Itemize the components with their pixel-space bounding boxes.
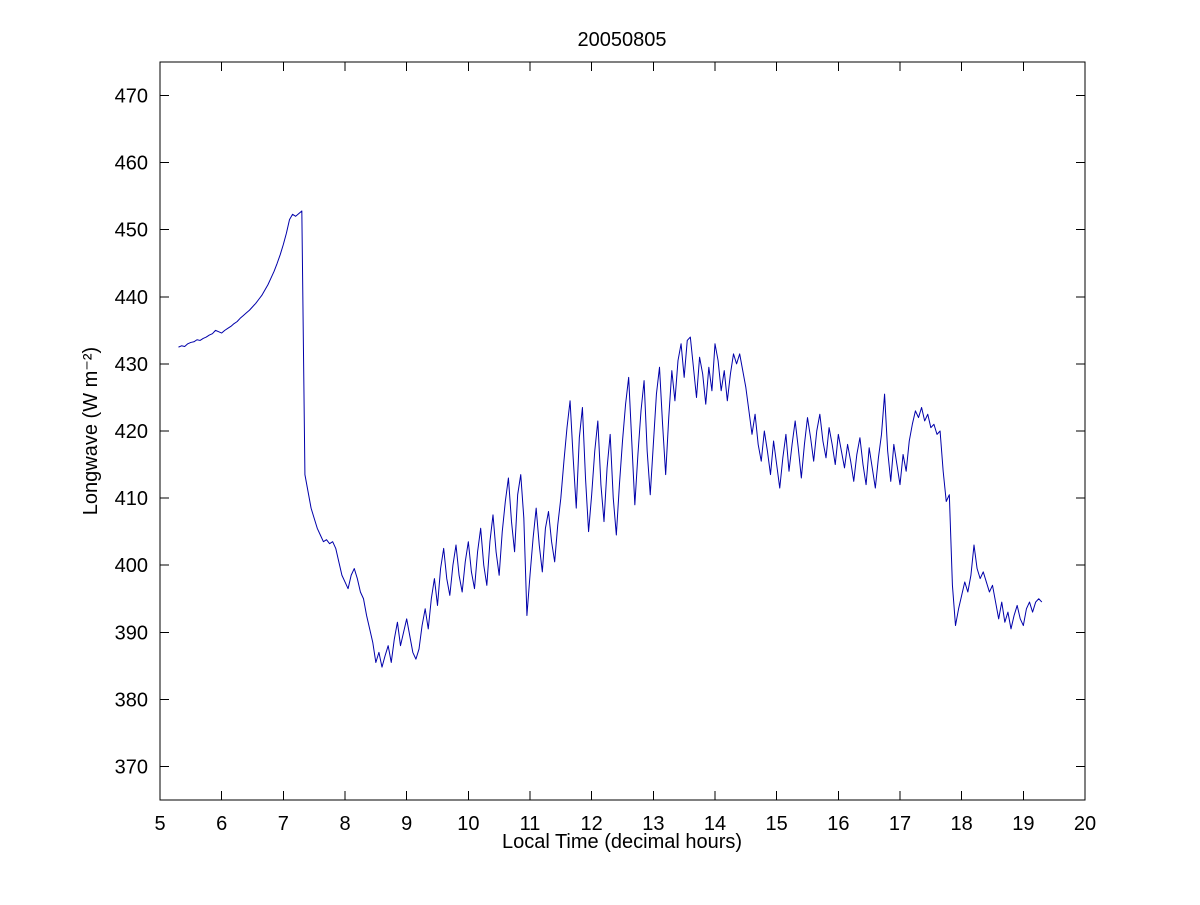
data-line-group bbox=[178, 210, 1043, 668]
x-tick-label: 11 bbox=[520, 813, 541, 835]
y-tick-label: 370 bbox=[115, 756, 148, 778]
y-tick-label: 400 bbox=[115, 555, 148, 577]
x-axis-label: Local Time (decimal hours) bbox=[502, 831, 742, 853]
y-tick-label: 380 bbox=[115, 689, 148, 711]
x-tick-label: 16 bbox=[827, 813, 849, 835]
x-tick-label: 15 bbox=[766, 813, 788, 835]
x-tick-label: 5 bbox=[154, 813, 165, 835]
y-tick-label: 430 bbox=[115, 354, 148, 376]
x-tick-label: 20 bbox=[1074, 813, 1096, 835]
y-tick-label: 450 bbox=[115, 220, 148, 242]
y-tick-label: 470 bbox=[115, 86, 148, 108]
x-tick-label: 19 bbox=[1012, 813, 1034, 835]
x-tick-label: 12 bbox=[581, 813, 603, 835]
y-tick-label: 440 bbox=[115, 287, 148, 309]
longwave-data-line bbox=[178, 210, 1043, 668]
plot-background bbox=[160, 62, 1085, 800]
x-tick-label: 13 bbox=[642, 813, 664, 835]
x-tick-label: 10 bbox=[457, 813, 479, 835]
x-tick-label: 17 bbox=[889, 813, 911, 835]
x-tick-label: 18 bbox=[951, 813, 973, 835]
x-tick-label: 8 bbox=[339, 813, 350, 835]
y-tick-label: 410 bbox=[115, 488, 148, 510]
x-tick-label: 6 bbox=[216, 813, 227, 835]
chart-title: 20050805 bbox=[578, 29, 667, 51]
tick-group: 5 6 7 8 9 10 11 12 13 14 15 16 17 18 19 20 370 380 390 400 4… bbox=[115, 62, 1096, 835]
y-tick-label: 420 bbox=[115, 421, 148, 443]
x-tick-label: 7 bbox=[278, 813, 289, 835]
y-tick-label: 390 bbox=[115, 622, 148, 644]
y-axis-label: Longwave (W m⁻²) bbox=[80, 347, 102, 515]
y-tick-label: 460 bbox=[115, 153, 148, 175]
x-tick-label: 9 bbox=[401, 813, 412, 835]
x-tick-label: 14 bbox=[704, 813, 726, 835]
